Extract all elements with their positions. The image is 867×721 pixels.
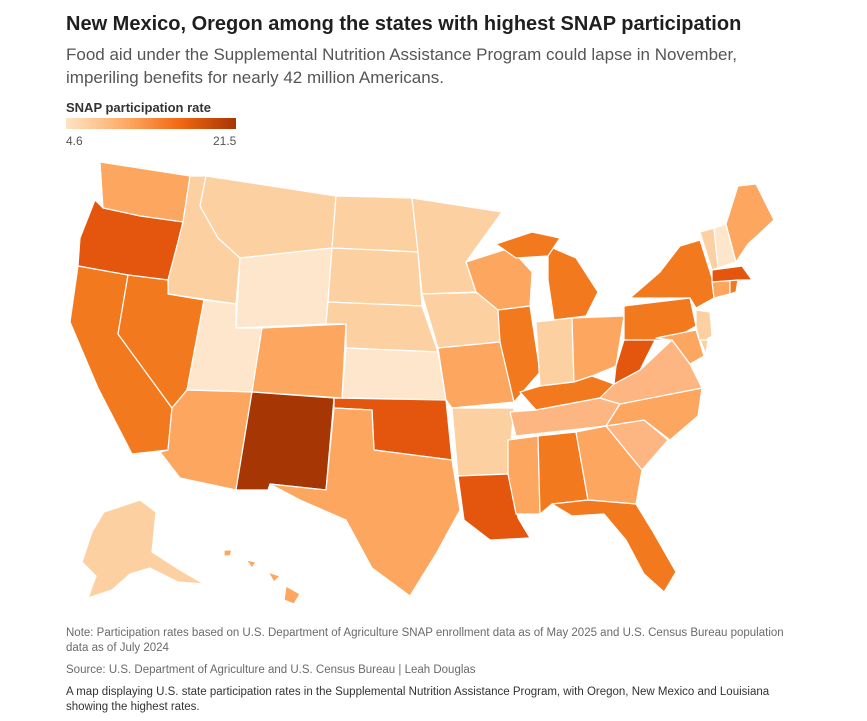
chart-title: New Mexico, Oregon among the states with… <box>66 13 742 35</box>
state-missouri[interactable] <box>437 341 515 409</box>
state-maine[interactable] <box>725 183 775 263</box>
state-hawaii-kauai[interactable] <box>223 549 233 557</box>
footnote: Note: Participation rates based on U.S. … <box>66 627 784 654</box>
state-michigan-upper[interactable] <box>495 231 561 259</box>
state-hawaii-oahu[interactable] <box>245 559 257 569</box>
state-north-dakota[interactable] <box>331 195 419 253</box>
state-connecticut[interactable] <box>711 279 731 299</box>
state-georgia[interactable] <box>575 425 643 505</box>
source-line: Source: U.S. Department of Agriculture a… <box>66 664 476 676</box>
color-legend: SNAP participation rate 4.6 21.5 <box>66 100 266 148</box>
us-map-svg <box>69 161 775 605</box>
state-texas[interactable] <box>269 407 461 597</box>
state-florida[interactable] <box>551 499 677 593</box>
us-map <box>0 150 867 610</box>
state-kansas[interactable] <box>341 347 447 401</box>
chart-subtitle: Food aid under the Supplemental Nutritio… <box>66 45 737 87</box>
state-mississippi[interactable] <box>507 435 541 515</box>
state-indiana[interactable] <box>535 317 575 387</box>
state-michigan-lower[interactable] <box>547 245 599 321</box>
state-colorado[interactable] <box>251 323 347 399</box>
state-wyoming[interactable] <box>235 247 333 329</box>
alt-text-caption: A map displaying U.S. state participatio… <box>66 686 770 713</box>
state-ohio[interactable] <box>571 315 625 383</box>
state-west-virginia[interactable] <box>613 337 657 385</box>
state-south-dakota[interactable] <box>327 247 423 307</box>
state-alaska[interactable] <box>81 499 205 599</box>
legend-min-label: 4.6 <box>66 134 83 148</box>
legend-max-label: 21.5 <box>213 134 237 148</box>
state-maryland[interactable] <box>655 329 705 365</box>
state-virginia[interactable] <box>599 339 703 405</box>
legend-title: SNAP participation rate <box>66 100 211 115</box>
state-new-mexico[interactable] <box>235 391 335 491</box>
state-rhode-island[interactable] <box>729 279 739 295</box>
state-delaware[interactable] <box>699 339 709 355</box>
state-new-york[interactable] <box>629 239 715 309</box>
state-arkansas[interactable] <box>451 407 515 477</box>
state-illinois[interactable] <box>497 305 541 403</box>
state-hawaii-big-island[interactable] <box>283 585 301 605</box>
state-massachusetts[interactable] <box>711 265 753 283</box>
state-hawaii-maui[interactable] <box>267 571 281 583</box>
legend-gradient-bar <box>66 118 236 129</box>
